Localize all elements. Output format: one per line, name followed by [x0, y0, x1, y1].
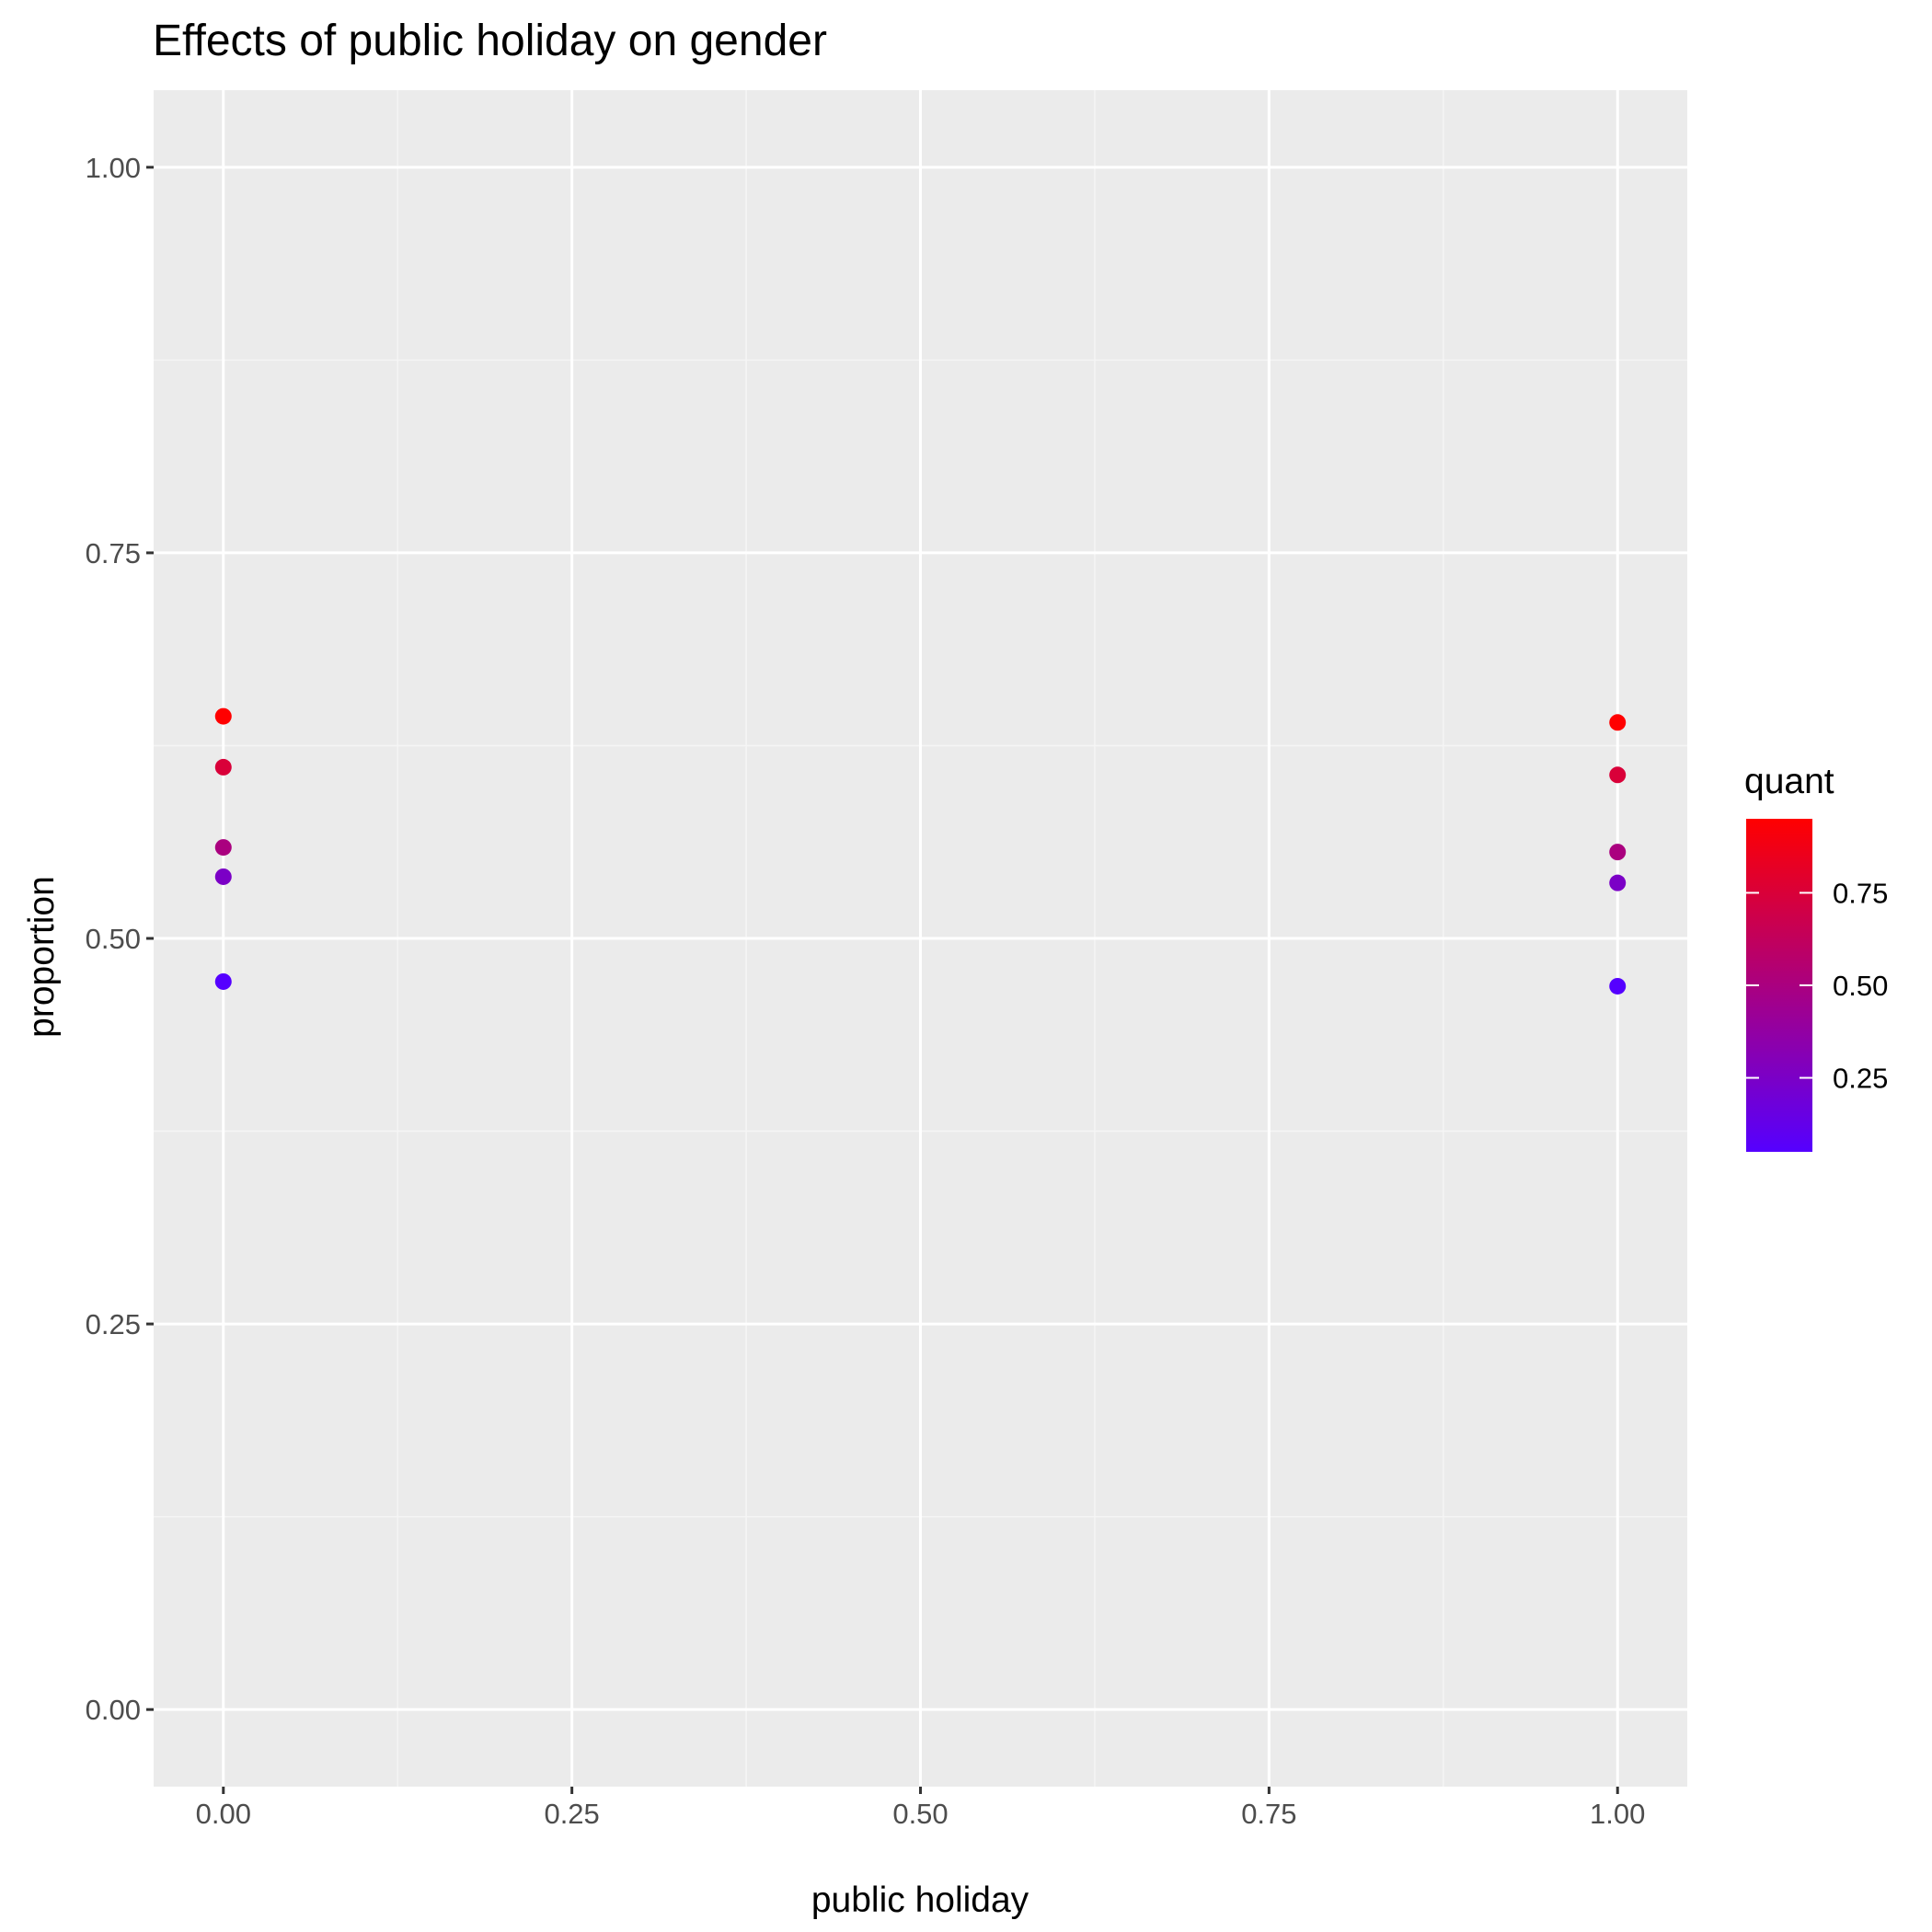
y-axis-title: proportion	[22, 876, 62, 1038]
legend-title: quant	[1744, 762, 1834, 801]
data-point	[1609, 874, 1627, 891]
y-tick-label: 1.00	[86, 152, 141, 184]
data-point	[214, 758, 232, 776]
data-point	[1609, 844, 1627, 861]
data-point	[1609, 977, 1627, 995]
legend-label: 0.75	[1833, 877, 1888, 909]
grid-lines	[154, 90, 1687, 1787]
data-point	[1609, 714, 1627, 731]
x-tick-label: 0.50	[892, 1798, 948, 1830]
data-points	[214, 707, 1627, 995]
data-point	[214, 972, 232, 990]
y-tick-label: 0.50	[86, 923, 141, 955]
legend-ticks: 0.25 0.50 0.75	[1746, 877, 1888, 1095]
legend-label: 0.50	[1833, 970, 1888, 1002]
x-tick-label: 1.00	[1590, 1798, 1645, 1830]
chart-title: Effects of public holiday on gender	[153, 17, 827, 65]
data-point	[214, 839, 232, 857]
legend-label: 0.25	[1833, 1063, 1888, 1095]
axes: 0.00 0.25 0.50 0.75 1.00 0.00 0.25 0.50 0.75 1.00	[86, 152, 1646, 1830]
y-tick-label: 0.75	[86, 537, 141, 569]
y-tick-label: 0.00	[86, 1694, 141, 1726]
x-tick-label: 0.00	[196, 1798, 251, 1830]
x-tick-label: 0.75	[1241, 1798, 1296, 1830]
data-point	[1609, 766, 1627, 784]
data-point	[214, 707, 232, 725]
x-tick-label: 0.25	[544, 1798, 599, 1830]
y-tick-label: 0.25	[86, 1308, 141, 1340]
data-point	[214, 868, 232, 885]
x-axis-title: public holiday	[811, 1880, 1029, 1920]
color-legend: quant 0.25 0.50 0.75	[1744, 762, 1888, 1152]
